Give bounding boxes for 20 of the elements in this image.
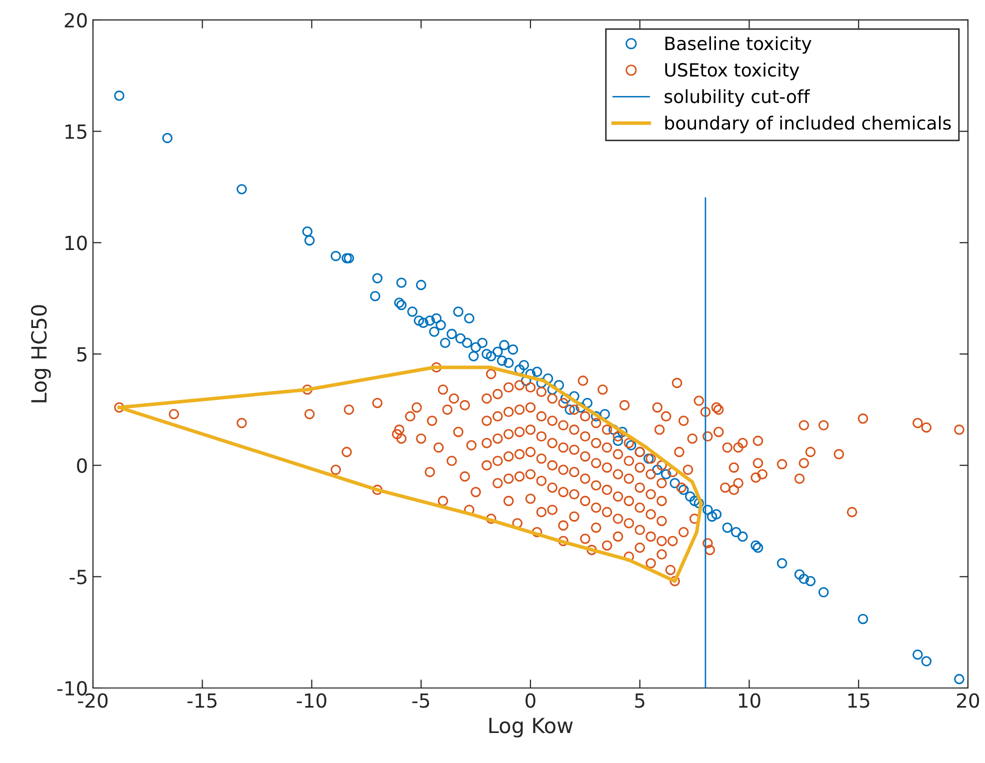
- y-tick-label: 10: [66, 236, 87, 250]
- x-axis-title: Log Kow: [489, 718, 573, 738]
- y-tick-label: 15: [66, 124, 86, 139]
- legend-label: Baseline toxicity: [665, 36, 812, 54]
- x-tick-label: 15: [848, 693, 870, 708]
- x-tick-label: -5: [412, 693, 430, 708]
- legend-label: boundary of included chemicals: [665, 116, 951, 134]
- legend-label: solubility cut-off: [664, 89, 810, 107]
- x-tick-label: -10: [296, 693, 326, 708]
- y-tick-label: 20: [64, 12, 87, 28]
- x-tick-label: 0: [526, 693, 536, 708]
- y-tick-label: -5: [70, 570, 86, 584]
- x-tick-label: 5: [635, 693, 644, 708]
- x-tick-label: 10: [738, 693, 760, 708]
- y-tick-label: 5: [77, 347, 86, 362]
- legend-label: USEtox toxicity: [665, 62, 800, 80]
- y-axis-title: Log HC50: [31, 305, 51, 402]
- x-tick-label: -15: [187, 693, 217, 708]
- y-tick-label: 0: [77, 458, 87, 473]
- x-tick-label: 20: [957, 693, 980, 708]
